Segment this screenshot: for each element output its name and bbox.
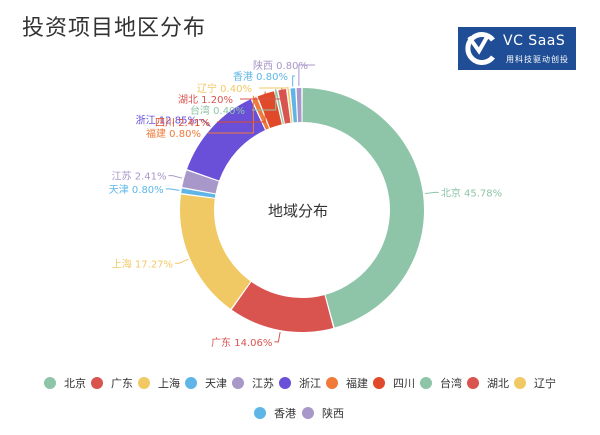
label-line-11 xyxy=(292,75,295,87)
slice-label-4: 江苏 2.41% xyxy=(112,170,167,183)
legend-swatch xyxy=(420,377,432,389)
legend-swatch xyxy=(514,377,526,389)
legend-label: 湖北 xyxy=(487,377,509,390)
label-line-4 xyxy=(168,175,183,179)
donut-slice-4[interactable] xyxy=(182,170,219,194)
legend-item-5[interactable]: 浙江 xyxy=(279,375,321,391)
slice-label-9: 湖北 1.20% xyxy=(178,94,233,106)
legend-label: 广东 xyxy=(111,377,133,390)
brand-logo: VC SaaS 用科技驱动创投 xyxy=(458,27,576,70)
slice-label-12: 陕西 0.80% xyxy=(253,59,308,72)
slice-label-6: 福建 0.80% xyxy=(146,127,201,140)
legend-label: 福建 xyxy=(346,377,368,390)
legend-swatch xyxy=(232,377,244,389)
slice-label-0: 北京 45.78% xyxy=(441,186,502,199)
legend-item-10[interactable]: 辽宁 xyxy=(514,375,556,391)
slice-label-2: 上海 17.27% xyxy=(112,257,173,270)
label-line-12 xyxy=(298,64,315,87)
legend-swatch xyxy=(44,377,56,389)
slice-label-11: 香港 0.80% xyxy=(233,71,288,83)
slice-label-7: 四川 2.41% xyxy=(155,118,210,129)
donut-slice-1[interactable] xyxy=(231,281,334,332)
legend-label: 台湾 xyxy=(440,377,462,390)
slice-label-1: 广东 14.06% xyxy=(211,336,272,349)
donut-slice-5[interactable] xyxy=(187,99,265,181)
label-line-1 xyxy=(274,331,281,343)
legend-swatch xyxy=(138,377,150,389)
label-line-8 xyxy=(252,88,277,111)
label-line-7 xyxy=(217,91,266,123)
legend-item-8[interactable]: 台湾 xyxy=(420,375,462,391)
slice-label-3: 天津 0.80% xyxy=(109,184,164,196)
label-line-3 xyxy=(165,188,180,191)
legend-label: 江苏 xyxy=(252,377,274,390)
legend-label: 辽宁 xyxy=(534,377,556,390)
brand-name: VC SaaS xyxy=(503,33,566,49)
page-title: 投资项目地区分布 xyxy=(22,16,207,41)
legend-label: 上海 xyxy=(158,377,180,390)
legend-label: 香港 xyxy=(274,407,296,420)
legend-item-12[interactable]: 陕西 xyxy=(302,405,344,421)
brand-tagline: 用科技驱动创投 xyxy=(506,55,569,64)
donut-slice-3[interactable] xyxy=(181,188,216,198)
label-line-0 xyxy=(424,191,439,195)
legend-swatch xyxy=(91,377,103,389)
donut-slice-0[interactable] xyxy=(302,88,424,328)
legend-swatch xyxy=(373,377,385,389)
legend-item-1[interactable]: 广东 xyxy=(91,375,133,391)
legend-label: 陕西 xyxy=(322,407,344,420)
label-line-6 xyxy=(208,95,254,134)
legend-item-0[interactable]: 北京 xyxy=(44,375,86,391)
donut-slice-11[interactable] xyxy=(290,88,298,123)
legend-item-2[interactable]: 上海 xyxy=(138,375,180,391)
legend-item-9[interactable]: 湖北 xyxy=(467,375,509,391)
slice-label-8: 台湾 0.40% xyxy=(190,104,245,117)
legend-label: 四川 xyxy=(393,377,415,390)
legend-item-4[interactable]: 江苏 xyxy=(232,375,274,391)
legend-swatch xyxy=(279,377,291,389)
slice-label-5: 浙江 12.85% xyxy=(136,115,197,127)
donut-slice-10[interactable] xyxy=(287,88,293,123)
brand-mark-icon xyxy=(465,32,495,65)
legend-swatch xyxy=(467,377,479,389)
label-line-5 xyxy=(198,119,211,127)
legend-item-3[interactable]: 天津 xyxy=(185,375,227,391)
legend-swatch xyxy=(326,377,338,389)
legend-label: 天津 xyxy=(205,377,227,390)
legend-swatch xyxy=(185,377,197,389)
legend-swatch xyxy=(254,407,266,419)
center-label: 地域分布 xyxy=(268,202,328,220)
legend-swatch xyxy=(302,407,314,419)
label-line-9 xyxy=(240,87,283,100)
slice-label-10: 辽宁 0.40% xyxy=(197,82,252,95)
donut-slice-12[interactable] xyxy=(296,88,302,123)
label-line-2 xyxy=(175,258,189,264)
donut-slice-2[interactable] xyxy=(180,194,251,309)
legend-label: 浙江 xyxy=(299,377,321,390)
legend-item-6[interactable]: 福建 xyxy=(326,375,368,391)
legend-item-7[interactable]: 四川 xyxy=(373,375,415,391)
label-line-10 xyxy=(259,86,289,89)
legend-item-11[interactable]: 香港 xyxy=(254,405,296,421)
legend-label: 北京 xyxy=(64,377,86,390)
donut-chart: 北京 45.78% 广东 14.06% 上海 17.27% 天津 0.80%江苏 2.… xyxy=(109,59,502,349)
